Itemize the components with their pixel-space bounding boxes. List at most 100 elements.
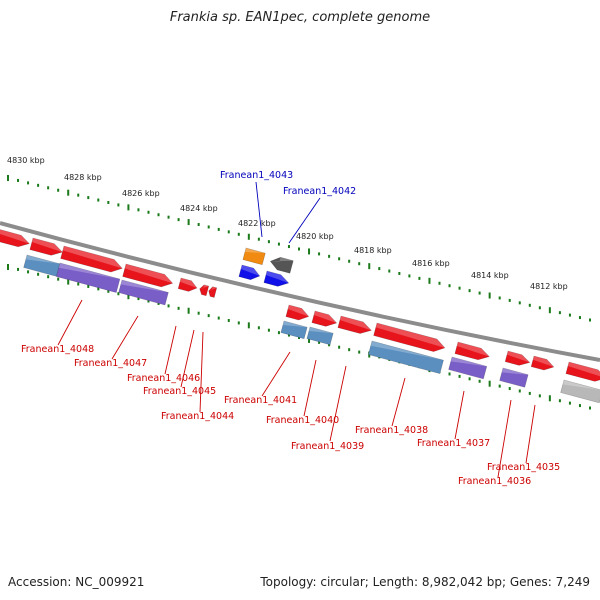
cds-arrow[interactable] — [0, 228, 31, 249]
outer-tick — [438, 281, 441, 285]
gene-label[interactable]: Franean1_4036 — [458, 476, 531, 487]
cds-arrow[interactable] — [530, 355, 555, 372]
feature-box[interactable] — [269, 255, 294, 274]
gene-label[interactable]: Franean1_4037 — [417, 438, 490, 449]
outer-tick — [17, 178, 20, 182]
gene-label[interactable]: Franean1_4044 — [161, 411, 234, 422]
outer-tick — [568, 313, 571, 317]
accession-text: Accession: NC_009921 — [8, 575, 145, 589]
kbp-label: 4812 kbp — [530, 282, 568, 291]
gene-labels: Franean1_4043 Franean1_4042 Franean1_4048 F… — [21, 170, 560, 487]
gene-label[interactable]: Franean1_4045 — [143, 386, 216, 397]
leader-line — [391, 377, 406, 427]
outer-tick — [548, 307, 551, 314]
cds-arrow[interactable] — [504, 350, 531, 368]
outer-tick — [578, 316, 581, 320]
mrna-box[interactable] — [280, 320, 308, 340]
kbp-label: 4830 kbp — [7, 156, 45, 165]
inner-tick — [578, 404, 581, 408]
mrna-box[interactable] — [306, 326, 334, 346]
cds-arrow[interactable] — [177, 277, 198, 293]
tick-track-outer — [7, 175, 591, 322]
mrna-box[interactable] — [499, 367, 529, 388]
kbp-label: 4818 kbp — [354, 246, 392, 255]
inner-tick — [458, 374, 461, 378]
mrna-box[interactable] — [56, 262, 121, 293]
cds-arrow[interactable] — [29, 237, 64, 258]
leader-line — [497, 399, 512, 478]
outer-tick — [217, 227, 220, 231]
gene-label[interactable]: Franean1_4039 — [291, 441, 364, 452]
inner-tick — [227, 318, 230, 322]
kbp-labels: 4830 kbp 4828 kbp 4826 kbp 4824 kbp 4822 kbp… — [7, 156, 568, 291]
gene-label[interactable]: Franean1_4048 — [21, 344, 94, 355]
cds-arrow[interactable] — [207, 286, 218, 298]
inner-tick — [177, 306, 180, 310]
outer-tick — [167, 215, 170, 219]
gene-label[interactable]: Franean1_4035 — [487, 462, 560, 473]
inner-tick — [318, 340, 321, 344]
feature-box[interactable] — [242, 247, 266, 266]
outer-tick — [408, 274, 411, 278]
cds-arrow[interactable] — [311, 310, 338, 329]
outer-tick — [358, 262, 361, 266]
inner-tick — [67, 278, 70, 285]
outer-tick — [518, 301, 521, 305]
cds-arrow[interactable] — [198, 284, 210, 297]
gene-label[interactable]: Franean1_4038 — [355, 425, 428, 436]
gene-label[interactable]: Franean1_4046 — [127, 373, 200, 384]
outer-tick — [328, 254, 331, 258]
inner-tick — [237, 321, 240, 325]
outer-tick — [177, 218, 180, 222]
mrna-box[interactable] — [368, 340, 444, 375]
cds-arrow[interactable] — [565, 361, 600, 384]
inner-tick — [147, 299, 150, 303]
inner-tick — [87, 284, 90, 288]
leader-line — [57, 299, 83, 346]
kbp-label: 4828 kbp — [64, 173, 102, 182]
inner-tick — [538, 394, 541, 398]
outer-tick — [107, 200, 110, 204]
leader-line — [288, 197, 321, 244]
gene-label[interactable]: Franean1_4041 — [224, 395, 297, 406]
outer-tick — [267, 240, 270, 244]
inner-tick — [548, 395, 551, 402]
cds-arrow[interactable] — [337, 315, 373, 336]
outer-tick — [187, 219, 190, 226]
gene-label[interactable]: Franean1_4042 — [283, 186, 356, 197]
mrna-box[interactable] — [118, 279, 169, 306]
gene-label[interactable]: Franean1_4043 — [220, 170, 293, 181]
gene-label[interactable]: Franean1_4040 — [266, 415, 339, 426]
outer-tick — [589, 318, 591, 322]
outer-tick — [308, 248, 311, 255]
cds-arrow[interactable] — [60, 245, 124, 275]
cds-arrow[interactable] — [122, 263, 175, 289]
gene-label[interactable]: Franean1_4047 — [74, 358, 147, 369]
cds-arrow[interactable] — [285, 304, 310, 322]
inner-tick — [308, 336, 311, 343]
cds-arrow[interactable] — [454, 341, 491, 362]
cds-arrow[interactable] — [373, 322, 447, 354]
kbp-label: 4824 kbp — [180, 204, 218, 213]
outer-tick — [7, 175, 9, 181]
map-title: Frankia sp. EAN1pec, complete genome — [169, 10, 431, 25]
inner-tick — [277, 331, 280, 335]
outer-tick — [348, 259, 351, 263]
inner-tick — [197, 311, 200, 315]
outer-tick — [37, 183, 40, 187]
inner-tick — [187, 307, 190, 314]
inner-tick — [107, 289, 110, 293]
kbp-label: 4816 kbp — [412, 259, 450, 268]
outer-tick — [388, 269, 391, 273]
mrna-box[interactable] — [448, 356, 488, 380]
inner-tick — [498, 384, 501, 388]
inner-tick — [298, 336, 300, 339]
kbp-label: 4826 kbp — [122, 189, 160, 198]
feature-box[interactable] — [238, 264, 261, 282]
leader-line — [111, 315, 139, 360]
mrna-box[interactable] — [560, 379, 600, 404]
outer-tick — [428, 277, 431, 284]
outer-tick — [287, 245, 290, 249]
feature-box[interactable] — [263, 270, 290, 289]
